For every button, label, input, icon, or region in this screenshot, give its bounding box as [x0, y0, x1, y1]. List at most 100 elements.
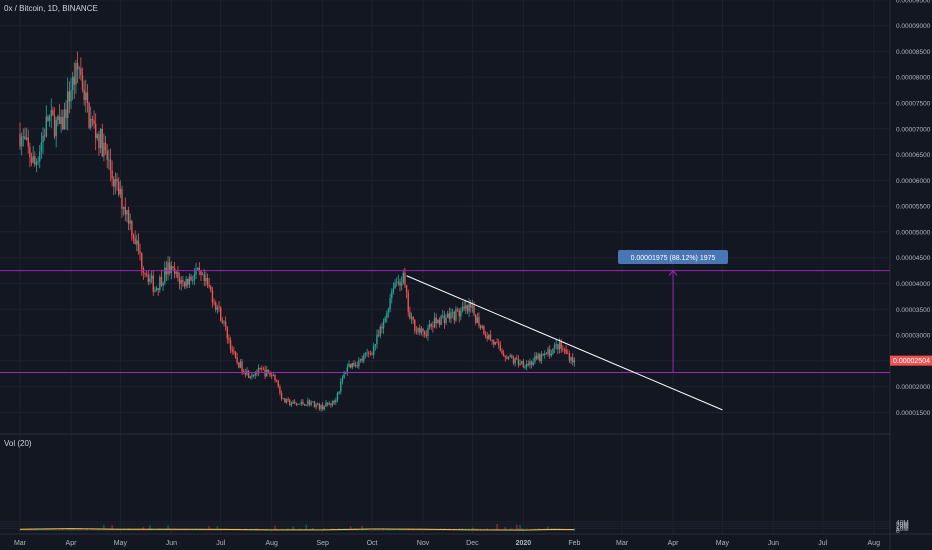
volume-bar — [73, 528, 75, 531]
candle-body — [256, 373, 258, 375]
candle-body — [221, 321, 224, 323]
candle-body — [149, 278, 151, 282]
volume-bar — [60, 529, 62, 531]
candle-body — [29, 146, 31, 158]
candle-body — [494, 342, 497, 345]
candle-body — [468, 303, 470, 312]
candle-body — [114, 179, 117, 187]
candle-body — [524, 366, 526, 368]
volume-bar — [116, 529, 118, 531]
candle-body — [514, 358, 516, 364]
volume-bar — [423, 529, 426, 531]
volume-bar — [188, 529, 191, 531]
candle-body — [81, 75, 84, 90]
candle-body — [425, 334, 428, 337]
volume-bar — [83, 529, 85, 531]
candle-body — [343, 373, 345, 379]
volume-bar — [144, 529, 146, 531]
candle-body — [440, 316, 442, 326]
volume-bar — [358, 529, 360, 531]
candle-body — [160, 276, 163, 286]
candle-body — [415, 330, 418, 332]
time-tick-label: May — [114, 540, 128, 547]
volume-bar — [229, 529, 232, 531]
candle-body — [369, 353, 372, 354]
volume-bar — [25, 529, 28, 531]
candle-body — [109, 159, 112, 171]
candle-body — [315, 404, 317, 408]
volume-bar — [305, 524, 307, 531]
volume-bar — [170, 529, 173, 531]
candle-body — [262, 369, 265, 370]
candle-body — [507, 357, 510, 359]
candle-body — [471, 305, 474, 308]
candle-body — [208, 284, 210, 287]
candle-body — [544, 353, 546, 356]
candle-body — [22, 136, 24, 138]
volume-bar — [63, 529, 66, 531]
candle-body — [437, 319, 439, 324]
candle-body — [303, 404, 306, 406]
volume-ma-polyline — [19, 528, 575, 531]
volume-bar — [86, 528, 89, 531]
volume-bar — [218, 529, 220, 531]
candle-body — [147, 275, 150, 282]
price-tick-label: 0.00007500 — [896, 100, 931, 107]
candle-body — [529, 361, 531, 365]
volume-bar — [177, 529, 179, 531]
candle-body — [108, 159, 110, 161]
candle-body — [96, 134, 99, 139]
volume-bar — [187, 529, 189, 531]
candle-body — [430, 324, 432, 327]
candle-body — [341, 378, 344, 382]
candle-body — [511, 355, 513, 359]
candle-body — [366, 352, 368, 354]
candle-body — [65, 109, 67, 118]
candle-body — [122, 206, 125, 209]
time-tick-label: Dec — [466, 540, 479, 547]
candle-body — [539, 354, 541, 361]
volume-bar — [91, 528, 94, 531]
volume-bar — [85, 528, 87, 531]
candle-body — [40, 142, 43, 152]
trend-line[interactable] — [406, 275, 723, 411]
time-tick-label: Apr — [66, 540, 78, 547]
candle-body — [298, 403, 301, 405]
volume-bar — [471, 527, 474, 531]
candle-body — [45, 116, 48, 137]
candle-body — [572, 357, 574, 363]
volume-pane-label: Vol (20) — [4, 439, 32, 448]
candle-body — [359, 358, 362, 361]
measure-label-box[interactable]: 0.00001975 (88.12%) 1975 — [618, 250, 728, 264]
candle-body — [70, 90, 72, 102]
candle-body — [155, 288, 158, 291]
candle-body — [410, 316, 413, 319]
candle-body — [91, 118, 94, 121]
volume-bar — [109, 529, 112, 531]
candle-body — [557, 344, 559, 350]
candle-body — [124, 206, 126, 215]
candle-body — [190, 276, 192, 281]
candle-body — [305, 404, 307, 406]
candle-body — [534, 356, 536, 363]
candle-body — [144, 272, 146, 274]
candle-body — [396, 282, 398, 284]
candle-body — [340, 381, 342, 392]
volume-bar — [381, 529, 383, 531]
candle-body — [75, 62, 77, 85]
candle-body — [180, 280, 182, 284]
candle-body — [555, 344, 557, 346]
price-axis: 0.00009500 0.00009000 0.00008500 0.00008000… — [896, 0, 931, 417]
time-tick-label: 2020 — [516, 540, 532, 547]
volume-bar — [76, 529, 79, 531]
candle-body — [483, 325, 485, 335]
candle-body — [164, 267, 166, 283]
candle-body — [32, 156, 34, 163]
candle-body — [43, 135, 46, 137]
candle-body — [131, 220, 133, 236]
candle-body — [428, 324, 431, 328]
candle-body — [279, 386, 281, 394]
candle-body — [183, 282, 186, 287]
